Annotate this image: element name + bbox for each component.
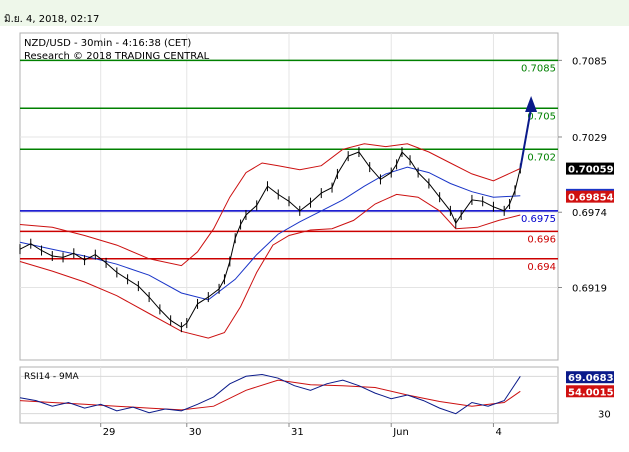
bollinger-lower [19, 193, 521, 339]
rsi-title: RSI14 - 9MA [24, 372, 80, 382]
bollinger-bands [19, 143, 521, 339]
price-tick-label-2: 0.6974 [572, 208, 607, 219]
timestamp-text: มิ.ย. 4, 2018, 02:17 [4, 14, 100, 25]
level-label-4: 0.696 [527, 234, 556, 245]
date-tick-label-1: 30 [189, 427, 202, 438]
rsi-marker-label-0: 69.0683 [568, 373, 614, 384]
level-label-5: 0.694 [527, 262, 556, 273]
price-marker-box-0 [566, 162, 614, 175]
price-marker-box-2 [566, 190, 614, 203]
date-tick-label-3: Jun [392, 427, 409, 438]
price-series [19, 147, 521, 333]
date-tick-label-0: 29 [103, 427, 116, 438]
rsi-tick-label-1: 30 [598, 410, 611, 421]
level-label-2: 0.702 [527, 152, 556, 163]
date-tick-label-2: 31 [291, 427, 304, 438]
rsi-line [19, 373, 521, 415]
date-axis: 29 30 31 Jun 4 [100, 423, 502, 438]
moving-average [19, 166, 521, 301]
date-tick-label-4: 4 [495, 427, 501, 438]
projection-arrowhead [525, 96, 538, 113]
chart-subtitle: Research © 2018 TRADING CENTRAL [24, 51, 210, 62]
projection-line [519, 107, 533, 169]
level-label-3: 0.6975 [521, 214, 556, 225]
chart-frame: 0.7085 0.705 0.702 0.6975 0.696 0.694 0.7085 0… [0, 26, 629, 448]
level-lines: 0.7085 0.705 0.702 0.6975 0.696 0.694 [20, 59, 558, 273]
price-marker-label-2: 0.69854 [568, 193, 614, 204]
bollinger-upper [19, 143, 521, 267]
price-marker-label-0: 0.70059 [568, 165, 614, 176]
rsi-marker-label-1: 54.0015 [568, 387, 614, 398]
price-tick-label-3: 0.6919 [572, 283, 607, 294]
level-label-0: 0.7085 [521, 63, 556, 74]
price-tick-label-0: 0.7085 [572, 56, 607, 67]
rsi-ma-line [19, 379, 521, 411]
rsi-marker-box-0 [566, 371, 614, 384]
price-axis: 0.70850.70290.69740.69190.700590.698670.… [558, 56, 614, 294]
price-tick-label-1: 0.7029 [572, 133, 607, 144]
projection-arrow [519, 96, 538, 169]
rsi-marker-box-1 [566, 385, 614, 398]
level-label-1: 0.705 [527, 111, 556, 122]
chart-title: NZD/USD - 30min - 4:16:38 (CET) [24, 38, 191, 49]
price-line [19, 151, 521, 328]
timestamp-bar: มิ.ย. 4, 2018, 02:17 [0, 0, 629, 26]
